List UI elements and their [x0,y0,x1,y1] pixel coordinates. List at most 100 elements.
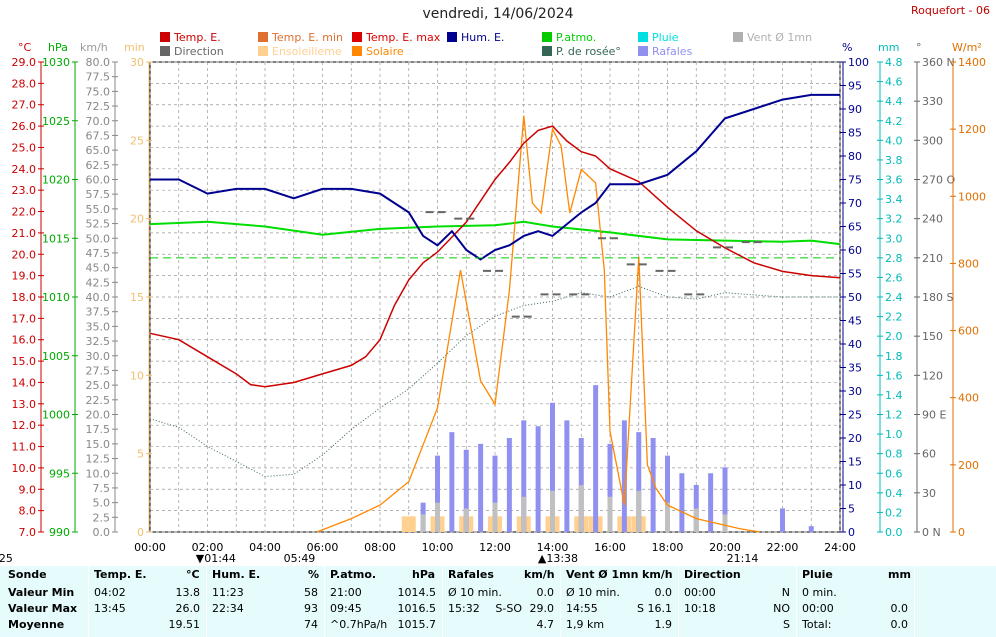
dir-tick-label: 0 N [922,526,941,539]
temp-tick-label: 8.0 [19,505,37,518]
wind-tick-label: 2.5 [93,511,111,524]
wind-tick-label: 77.5 [86,71,111,84]
time-tick-label: 16:00 [594,541,626,554]
legend-item: Hum. E. [447,31,504,44]
legend-label: Direction [174,45,224,58]
temp-tick-label: 13.0 [12,398,37,411]
stats-cell-hum: 93 [304,602,318,615]
temp-tick-label: 25.0 [12,141,37,154]
legend-item: Rafales [638,45,692,58]
solar-tick-label: 1000 [958,190,986,203]
gust-bar [435,455,440,532]
wind-tick-label: 37.5 [86,306,111,319]
dir-tick-label: 300 [922,134,943,147]
wind-tick-label: 30.0 [86,350,111,363]
stats-cell-rain: 0.0 [890,602,909,615]
temp-tick-label: 14.0 [12,376,37,389]
rain-tick-label: 0.6 [885,467,903,480]
rain-tick-label: 3.6 [885,174,903,187]
wind-bar [607,496,613,532]
legend-label: Temp. E. max [366,31,441,44]
hum-tick-label: 15 [848,456,862,469]
dir-tick-label: 240 [922,213,943,226]
solar-tick-label: 0 [958,526,965,539]
time-tick-label: 18:00 [652,541,684,554]
legend-label: Solaire [366,45,404,58]
sun-unit: min [124,41,145,54]
legend-swatch [447,32,457,42]
sun-tick-label: 30 [130,56,144,69]
temp-tick-label: 22.0 [12,206,37,219]
wind-tick-label: 42.5 [86,276,111,289]
wind-tick-label: 12.5 [86,453,111,466]
stats-cell-gust-dir: S-SO [495,602,522,615]
stats-cell-dir-time: 10:18 [684,602,716,615]
legend-label: Hum. E. [461,31,505,44]
stats-cell-dir: NO [773,602,790,615]
hdr-rain: Pluie [802,568,833,581]
rain-tick-label: 4.0 [885,134,903,147]
hum-tick-label: 55 [848,268,862,281]
sunshine-bar [401,516,416,532]
solar-tick-label: 600 [958,325,979,338]
dir-tick-label: 210 [922,252,943,265]
press-tick-label: 995 [49,467,70,480]
rain-tick-label: 4.6 [885,76,903,89]
legend-label: Temp. E. min [272,31,343,44]
legend-label: P. de rosée° [556,45,621,58]
time-tick-label: 06:00 [307,541,339,554]
stats-cell-gust-time: Ø 10 min. [448,586,502,599]
stats-row-label: Valeur Min [8,586,75,599]
legend-item: Direction [160,45,224,58]
hum-tick-label: 10 [848,479,862,492]
gust-bar [550,402,555,532]
legend-swatch [733,32,743,42]
temp-tick-label: 16.0 [12,334,37,347]
wind-tick-label: 47.5 [86,247,111,260]
wind-tick-label: 75.0 [86,85,111,98]
stats-cell-temp: 19.51 [168,618,201,631]
wind-tick-label: 7.5 [93,482,111,495]
gust-bar [636,432,642,532]
hum-tick-label: 35 [848,362,862,375]
rain-tick-label: 3.4 [885,193,903,206]
press-tick-label: 1015 [42,232,70,245]
legend-label: Ensoleilleme [272,45,342,58]
wind-tick-label: 25.0 [86,379,111,392]
stats-cell-wind-time: Ø 10 min. [566,586,620,599]
wind-bar [550,490,555,532]
rain-tick-label: 4.8 [885,56,903,69]
wind-tick-label: 57.5 [86,188,111,201]
gust-bar [564,420,570,532]
legend-label: Pluie [652,31,679,44]
legend-item: Ensoleilleme [258,45,342,58]
gust-bar [478,443,484,532]
legend-item: Solaire [352,45,404,58]
temp-tick-label: 9.0 [19,483,37,496]
legend-label: Rafales [652,45,693,58]
stats-cell-wind: 1.9 [654,618,673,631]
wind-tick-label: 80.0 [86,56,111,69]
rain-tick-label: 2.2 [885,311,903,324]
sun-tick-label: 0 [137,526,144,539]
wind-tick-label: 15.0 [86,438,111,451]
time-tick-label: 24:00 [824,541,856,554]
legend-item: Temp. E. max [352,31,440,44]
hdr-dir: Direction [684,568,741,581]
hdr-press: P.atmo. [330,568,377,581]
gust-bar [679,473,685,532]
hdr-wind-unit: km/h [642,568,673,581]
temp-tick-label: 24.0 [12,163,37,176]
wind-tick-label: 27.5 [86,364,111,377]
legend-item: Temp. E. min [258,31,343,44]
legend-swatch [352,32,362,42]
rain-tick-label: 3.2 [885,213,903,226]
stats-row-label: Moyenne [8,618,65,631]
legend-label: P.atmo. [556,31,597,44]
stats-cell-dir: S [783,618,790,631]
gust-bar [665,455,670,532]
solar-tick-label: 1400 [958,56,986,69]
hum-tick-label: 45 [848,315,862,328]
press-tick-label: 1005 [42,350,70,363]
press-tick-label: 1000 [42,409,70,422]
